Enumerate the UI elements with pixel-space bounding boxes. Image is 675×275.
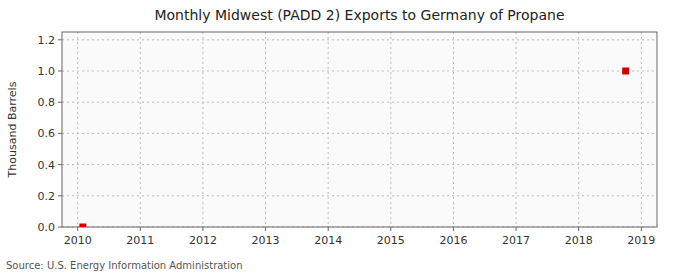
x-grid-line <box>641 32 642 227</box>
plot-background <box>62 32 657 227</box>
y-tick <box>58 71 62 72</box>
x-tick-label: 2015 <box>377 234 405 247</box>
x-tick <box>265 227 266 231</box>
x-tick-label: 2019 <box>627 234 655 247</box>
y-tick-label: 0.2 <box>38 190 56 203</box>
x-grid-line <box>328 32 329 227</box>
data-point <box>79 224 86 228</box>
x-tick <box>641 227 642 231</box>
y-axis-label: Thousand Barrels <box>6 81 19 178</box>
y-grid-line <box>62 102 657 103</box>
x-tick <box>453 227 454 231</box>
y-grid-line <box>62 39 657 40</box>
x-tick-label: 2018 <box>565 234 593 247</box>
x-tick-label: 2010 <box>64 234 92 247</box>
y-tick-label: 0.6 <box>38 127 56 140</box>
y-tick-label: 0.0 <box>38 221 56 234</box>
y-tick <box>58 164 62 165</box>
x-tick <box>578 227 579 231</box>
x-grid-line <box>77 32 78 227</box>
x-grid-line <box>265 32 266 227</box>
y-grid-line <box>62 133 657 134</box>
y-tick <box>58 102 62 103</box>
x-tick <box>77 227 78 231</box>
y-tick <box>58 133 62 134</box>
x-tick <box>390 227 391 231</box>
y-grid-line <box>62 195 657 196</box>
x-grid-line <box>453 32 454 227</box>
y-tick <box>58 227 62 228</box>
chart-title: Monthly Midwest (PADD 2) Exports to Germ… <box>154 7 564 23</box>
x-grid-line <box>202 32 203 227</box>
x-tick <box>202 227 203 231</box>
x-grid-line <box>516 32 517 227</box>
y-tick-label: 0.8 <box>38 96 56 109</box>
x-grid-line <box>140 32 141 227</box>
y-grid-line <box>62 71 657 72</box>
x-tick-label: 2016 <box>439 234 467 247</box>
x-grid-line <box>578 32 579 227</box>
x-tick-label: 2011 <box>126 234 154 247</box>
points <box>79 68 629 228</box>
source-text: Source: U.S. Energy Information Administ… <box>6 260 243 271</box>
x-tick <box>140 227 141 231</box>
grid <box>62 32 657 227</box>
y-tick-label: 0.4 <box>38 159 56 172</box>
x-grid-line <box>390 32 391 227</box>
plot-frame <box>62 32 657 227</box>
data-point <box>622 68 629 75</box>
y-tick-label: 1.0 <box>38 65 56 78</box>
y-tick-label: 1.2 <box>38 34 56 47</box>
x-tick-label: 2014 <box>314 234 342 247</box>
y-grid-line <box>62 164 657 165</box>
axes: 0.0 0.2 0.4 0.6 0.8 1.0 1.2 2010 2011 2012 2013 201… <box>38 32 658 247</box>
chart-container: 0.0 0.2 0.4 0.6 0.8 1.0 1.2 2010 2011 2012 2013 201… <box>0 0 675 275</box>
x-tick-label: 2013 <box>252 234 280 247</box>
x-tick-label: 2017 <box>502 234 530 247</box>
y-tick <box>58 195 62 196</box>
y-tick <box>58 39 62 40</box>
x-tick <box>328 227 329 231</box>
x-tick <box>516 227 517 231</box>
chart-svg: 0.0 0.2 0.4 0.6 0.8 1.0 1.2 2010 2011 2012 2013 201… <box>0 0 675 275</box>
x-tick-label: 2012 <box>189 234 217 247</box>
